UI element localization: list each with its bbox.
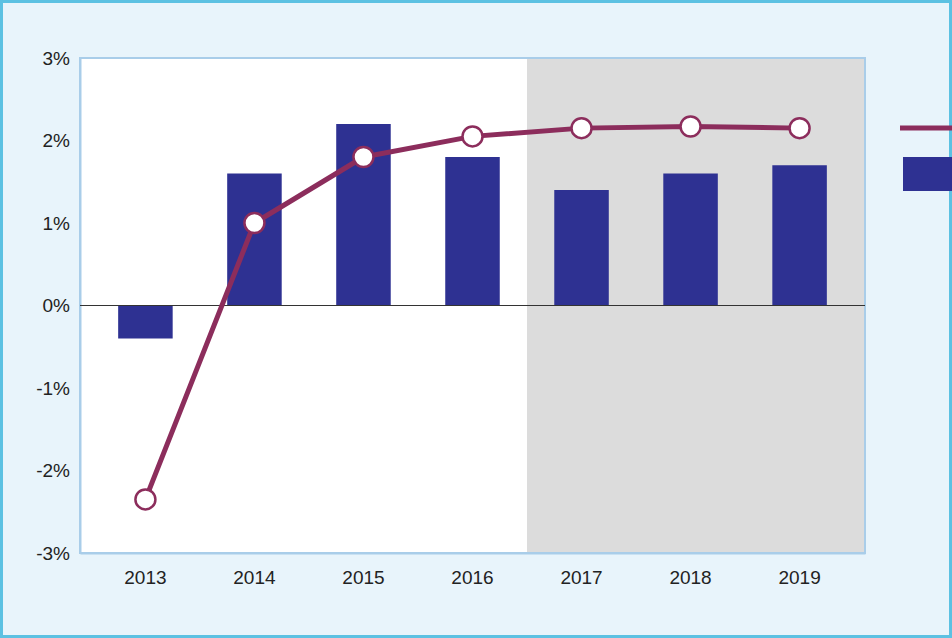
bar — [772, 165, 827, 305]
markers — [135, 116, 809, 509]
marker — [244, 213, 264, 233]
y-axis: -3% -2% -1% 0% 1% 2% 3% — [36, 48, 80, 564]
x-tick: 2016 — [451, 553, 493, 588]
line — [145, 126, 799, 499]
zero-line — [80, 305, 865, 306]
marker — [135, 489, 155, 509]
marker — [463, 126, 483, 146]
marks — [118, 124, 827, 339]
y-tick: 0% — [43, 295, 80, 316]
y-tick-label: -1% — [36, 378, 70, 399]
y-tick-label: 2% — [43, 130, 71, 151]
x-axis-line — [81, 553, 866, 555]
y-tick-label: 3% — [43, 48, 71, 69]
x-tick-label: 2015 — [342, 567, 384, 588]
bar — [554, 190, 609, 306]
y-tick: 3% — [43, 48, 80, 69]
y-tick: -2% — [36, 460, 80, 481]
marker — [681, 116, 701, 136]
x-axis: 2013 2014 2015 2016 2017 2018 2019 — [81, 553, 866, 588]
y-tick-label: -3% — [36, 543, 70, 564]
y-tick-label: 1% — [43, 213, 71, 234]
marker — [353, 147, 373, 167]
line-marks — [135, 116, 809, 509]
x-tick-label: 2014 — [233, 567, 276, 588]
x-tick: 2013 — [124, 553, 166, 588]
bar-series — [118, 124, 827, 339]
bar — [227, 174, 282, 306]
y-tick: 2% — [43, 130, 80, 151]
bar — [445, 157, 500, 306]
legend-swatch — [900, 126, 952, 131]
y-tick: -3% — [36, 543, 80, 564]
x-tick-label: 2016 — [451, 567, 493, 588]
chart: -3%-2%-1%0%1%2%3%20132014201520162017201… — [0, 0, 952, 638]
bar — [118, 306, 173, 339]
x-tick-label: 2019 — [778, 567, 820, 588]
plot-area — [80, 58, 865, 553]
x-tick: 2017 — [560, 553, 602, 588]
x-tick-label: 2018 — [669, 567, 711, 588]
bar — [663, 174, 718, 306]
legend-swatch — [903, 157, 952, 191]
x-tick: 2014 — [233, 553, 276, 588]
legend — [900, 128, 952, 191]
x-tick: 2015 — [342, 553, 384, 588]
x-tick: 2019 — [778, 553, 820, 588]
marker — [572, 118, 592, 138]
marker — [790, 118, 810, 138]
y-tick: 1% — [43, 213, 80, 234]
background — [2, 2, 951, 637]
x-tick: 2018 — [669, 553, 711, 588]
y-tick: -1% — [36, 378, 80, 399]
plot-frame — [80, 58, 865, 553]
y-tick-label: 0% — [43, 295, 71, 316]
x-tick-label: 2017 — [560, 567, 602, 588]
x-tick-label: 2013 — [124, 567, 166, 588]
y-tick-label: -2% — [36, 460, 70, 481]
